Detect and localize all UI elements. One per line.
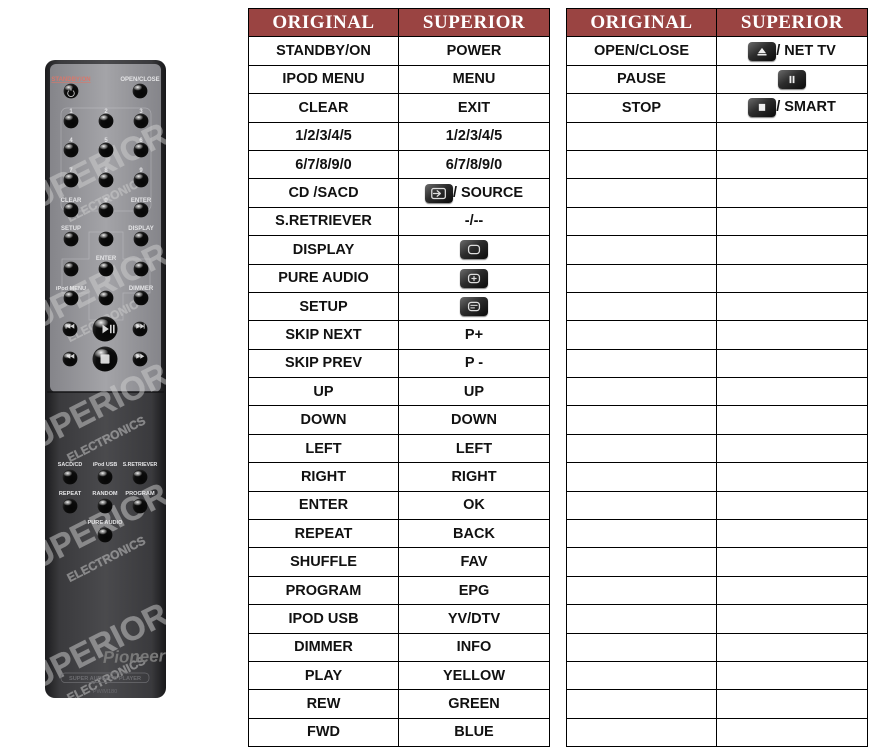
svg-text:S.RETRIEVER: S.RETRIEVER [123, 462, 158, 468]
svg-text:iPod USB: iPod USB [93, 462, 118, 468]
svg-text:SETUP: SETUP [61, 226, 81, 232]
svg-text:CLEAR: CLEAR [61, 198, 82, 204]
svg-text:SUPER AUDIO CD PLAYER: SUPER AUDIO CD PLAYER [69, 676, 141, 682]
svg-text:REPEAT: REPEAT [59, 491, 82, 497]
svg-text:STANDBY/ON: STANDBY/ON [51, 77, 90, 83]
svg-text:Pioneer: Pioneer [103, 646, 166, 667]
svg-text:PW/M180: PW/M180 [93, 689, 118, 695]
svg-text:RANDOM: RANDOM [92, 491, 118, 497]
svg-text:ENTER: ENTER [96, 256, 117, 262]
svg-text:ENTER: ENTER [131, 198, 152, 204]
svg-text:OPEN/CLOSE: OPEN/CLOSE [120, 77, 159, 83]
svg-text:iPod MENU: iPod MENU [56, 286, 86, 292]
svg-text:DISPLAY: DISPLAY [128, 226, 153, 232]
svg-text:SACD/CD: SACD/CD [58, 462, 83, 468]
svg-text:DIMMER: DIMMER [129, 286, 154, 292]
svg-text:PURE AUDIO: PURE AUDIO [88, 520, 124, 526]
svg-text:PROGRAM: PROGRAM [125, 491, 155, 497]
